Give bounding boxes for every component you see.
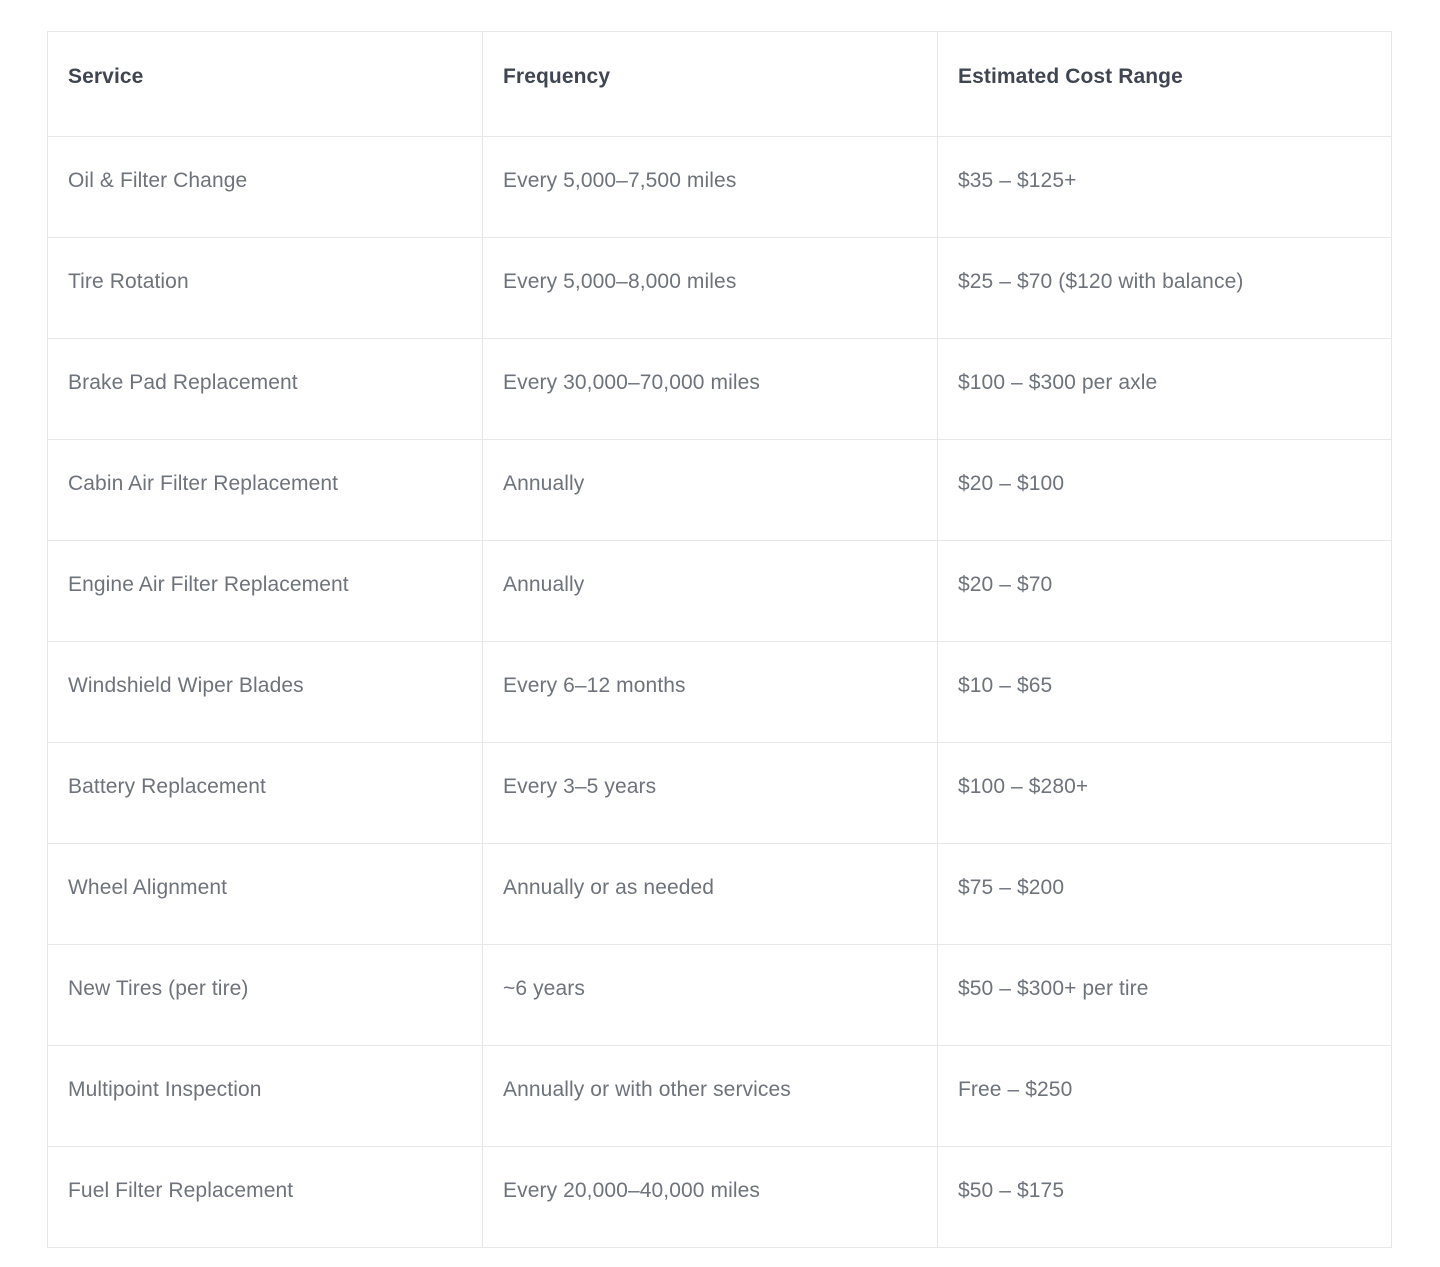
- cell-frequency-text: Every 5,000–7,500 miles: [503, 169, 737, 192]
- cell-service: Windshield Wiper Blades: [47, 641, 483, 743]
- cell-service-text: Cabin Air Filter Replacement: [68, 472, 339, 495]
- cell-cost: $10 – $65: [937, 641, 1392, 743]
- cell-service-text: Windshield Wiper Blades: [68, 674, 304, 697]
- cell-cost-text: $100 – $280+: [958, 775, 1089, 798]
- cell-service: Wheel Alignment: [47, 843, 483, 945]
- cell-service: Oil & Filter Change: [47, 136, 483, 238]
- cell-service: Engine Air Filter Replacement: [47, 540, 483, 642]
- table-row: Wheel Alignment Annually or as needed $7…: [47, 843, 1392, 945]
- table-row: Fuel Filter Replacement Every 20,000–40,…: [47, 1146, 1392, 1248]
- cell-frequency: Every 6–12 months: [482, 641, 938, 743]
- table-row: Oil & Filter Change Every 5,000–7,500 mi…: [47, 136, 1392, 238]
- table-body: Oil & Filter Change Every 5,000–7,500 mi…: [47, 136, 1392, 1248]
- cell-cost-text: $100 – $300 per axle: [958, 371, 1158, 394]
- table-row: Battery Replacement Every 3–5 years $100…: [47, 742, 1392, 844]
- cell-frequency-text: Annually: [503, 573, 585, 596]
- column-header-frequency: Frequency: [482, 31, 938, 137]
- cell-cost-text: $25 – $70 ($120 with balance): [958, 270, 1244, 293]
- cell-frequency-text: Annually or as needed: [503, 876, 715, 899]
- table-header: Service Frequency Estimated Cost Range: [47, 31, 1392, 137]
- cell-cost-text: $75 – $200: [958, 876, 1065, 899]
- cell-service: Multipoint Inspection: [47, 1045, 483, 1147]
- column-header-service-label: Service: [68, 65, 144, 88]
- cell-cost-text: $10 – $65: [958, 674, 1053, 697]
- cell-frequency-text: Every 3–5 years: [503, 775, 657, 798]
- table-row: Windshield Wiper Blades Every 6–12 month…: [47, 641, 1392, 743]
- cell-cost: $25 – $70 ($120 with balance): [937, 237, 1392, 339]
- vehicle-maintenance-cost-table: Service Frequency Estimated Cost Range O…: [47, 31, 1392, 1248]
- cell-cost-text: $20 – $70: [958, 573, 1053, 596]
- cell-frequency-text: Annually: [503, 472, 585, 495]
- cell-service-text: Tire Rotation: [68, 270, 189, 293]
- cell-frequency: Every 3–5 years: [482, 742, 938, 844]
- table-row: Brake Pad Replacement Every 30,000–70,00…: [47, 338, 1392, 440]
- table-container: Service Frequency Estimated Cost Range O…: [47, 31, 1392, 1248]
- cell-frequency: Every 20,000–40,000 miles: [482, 1146, 938, 1248]
- cell-service-text: Multipoint Inspection: [68, 1078, 262, 1101]
- cell-service-text: Engine Air Filter Replacement: [68, 573, 349, 596]
- cell-frequency: Annually or as needed: [482, 843, 938, 945]
- cell-frequency: ~6 years: [482, 944, 938, 1046]
- cell-cost: $20 – $70: [937, 540, 1392, 642]
- cell-service: Brake Pad Replacement: [47, 338, 483, 440]
- cell-cost: $20 – $100: [937, 439, 1392, 541]
- cell-service: Battery Replacement: [47, 742, 483, 844]
- cell-frequency: Every 5,000–8,000 miles: [482, 237, 938, 339]
- cell-frequency-text: Every 5,000–8,000 miles: [503, 270, 737, 293]
- cell-cost: $100 – $280+: [937, 742, 1392, 844]
- cell-cost-text: $50 – $175: [958, 1179, 1065, 1202]
- cell-service-text: New Tires (per tire): [68, 977, 249, 1000]
- cell-service: Fuel Filter Replacement: [47, 1146, 483, 1248]
- cell-service-text: Battery Replacement: [68, 775, 266, 798]
- cell-cost-text: $20 – $100: [958, 472, 1065, 495]
- cell-frequency-text: ~6 years: [503, 977, 585, 1000]
- cell-frequency-text: Every 20,000–40,000 miles: [503, 1179, 760, 1202]
- cell-frequency-text: Annually or with other services: [503, 1078, 791, 1101]
- table-row: Engine Air Filter Replacement Annually $…: [47, 540, 1392, 642]
- cell-service: New Tires (per tire): [47, 944, 483, 1046]
- cell-cost: $35 – $125+: [937, 136, 1392, 238]
- column-header-cost-label: Estimated Cost Range: [958, 65, 1183, 88]
- cell-service-text: Oil & Filter Change: [68, 169, 248, 192]
- cell-cost: $100 – $300 per axle: [937, 338, 1392, 440]
- table-row: New Tires (per tire) ~6 years $50 – $300…: [47, 944, 1392, 1046]
- cell-frequency-text: Every 6–12 months: [503, 674, 686, 697]
- cell-cost-text: $35 – $125+: [958, 169, 1077, 192]
- table-header-row: Service Frequency Estimated Cost Range: [47, 31, 1392, 137]
- cell-frequency: Annually: [482, 540, 938, 642]
- cell-cost: $50 – $300+ per tire: [937, 944, 1392, 1046]
- cell-service-text: Brake Pad Replacement: [68, 371, 298, 394]
- table-row: Multipoint Inspection Annually or with o…: [47, 1045, 1392, 1147]
- cell-cost-text: $50 – $300+ per tire: [958, 977, 1149, 1000]
- cell-frequency: Every 5,000–7,500 miles: [482, 136, 938, 238]
- cell-frequency: Annually or with other services: [482, 1045, 938, 1147]
- cell-service-text: Fuel Filter Replacement: [68, 1179, 294, 1202]
- table-row: Tire Rotation Every 5,000–8,000 miles $2…: [47, 237, 1392, 339]
- column-header-cost: Estimated Cost Range: [937, 31, 1392, 137]
- cell-cost: $50 – $175: [937, 1146, 1392, 1248]
- table-row: Cabin Air Filter Replacement Annually $2…: [47, 439, 1392, 541]
- column-header-frequency-label: Frequency: [503, 65, 611, 88]
- column-header-service: Service: [47, 31, 483, 137]
- cell-service-text: Wheel Alignment: [68, 876, 228, 899]
- cell-cost: $75 – $200: [937, 843, 1392, 945]
- cell-frequency: Every 30,000–70,000 miles: [482, 338, 938, 440]
- cell-frequency-text: Every 30,000–70,000 miles: [503, 371, 760, 394]
- cell-cost: Free – $250: [937, 1045, 1392, 1147]
- cell-service: Cabin Air Filter Replacement: [47, 439, 483, 541]
- cell-service: Tire Rotation: [47, 237, 483, 339]
- cell-frequency: Annually: [482, 439, 938, 541]
- cell-cost-text: Free – $250: [958, 1078, 1073, 1101]
